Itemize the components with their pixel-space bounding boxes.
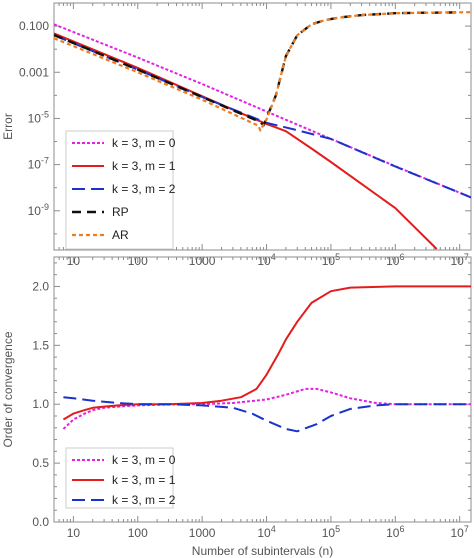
plot-frame [53,256,472,523]
series-line-k-3-m-0 [54,23,471,199]
y-tick-label: 10-5 [28,109,49,125]
x-tick-label: 107 [450,524,468,540]
x-tick-label: 104 [257,524,275,540]
series-line-rp [54,11,460,127]
y-tick-label: 1.0 [32,397,49,411]
y-tick-label: 10-9 [28,202,49,218]
series-line-ar [54,11,471,132]
plot-frame [53,2,472,251]
y-tick-label: 10-7 [28,156,49,172]
order-panel: 10 100 1000 104 105 106 107 0.0 0.5 1.0 1.5 2.0 Orde… [1,256,472,558]
legend-label: k = 3, m = 1 [112,159,176,173]
y-axis-label: Order of convergence [1,331,15,447]
x-tick-label: 106 [386,524,404,540]
legend: k = 3, m = 0 k = 3, m = 1 k = 3, m = 2 RP AR [65,130,176,250]
x-tick-label: 105 [322,524,340,540]
y-tick-label: 2.0 [32,279,49,293]
legend-label: k = 3, m = 1 [112,473,176,487]
y-tick-label: 0.5 [32,456,49,470]
y-axis-label: Error [1,113,15,140]
legend-label: RP [112,205,129,219]
y-tick-label: 1.5 [32,338,49,352]
series-line-k-3-m-2 [63,396,471,433]
y-tick-label: 0.001 [19,65,49,79]
legend-label: k = 3, m = 0 [112,136,176,150]
error-panel: 10 100 1000 104 105 106 1070.1000.00110-510-71… [1,2,472,268]
legend-label: k = 3, m = 0 [112,453,176,467]
x-tick-label: 100 [128,526,148,540]
legend-box [65,447,174,509]
legend-label: k = 3, m = 2 [112,493,176,507]
legend: k = 3, m = 0 k = 3, m = 1 k = 3, m = 2 [65,447,176,509]
x-tick-label: 10 [67,526,81,540]
series-line-k-3-m-2 [54,34,471,199]
legend-label: AR [112,228,129,242]
x-axis-label: Number of subintervals (n) [192,544,333,558]
y-tick-label: 0.100 [19,19,49,33]
legend-label: k = 3, m = 2 [112,182,176,196]
y-tick-label: 0.0 [32,515,49,529]
series-line-k-3-m-1 [62,285,471,421]
x-tick-label: 1000 [189,526,216,540]
series-line-k-3-m-0 [62,387,471,430]
